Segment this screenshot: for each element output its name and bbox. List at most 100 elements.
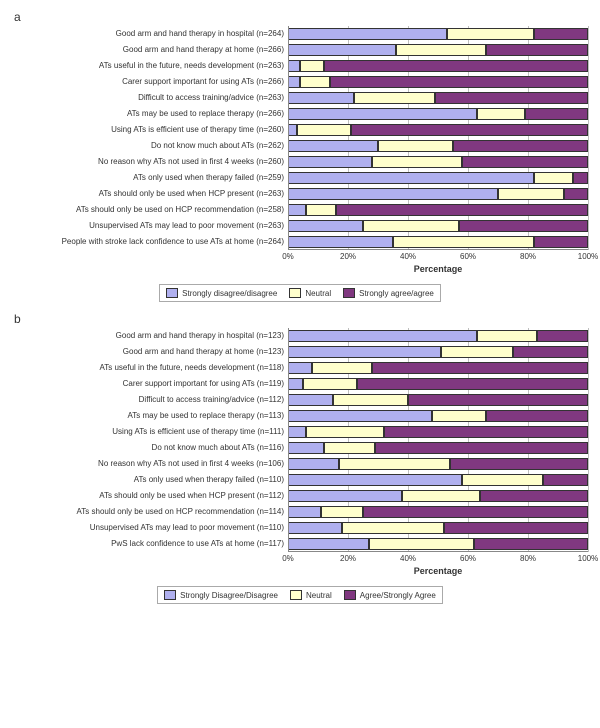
segment-agree bbox=[357, 378, 588, 390]
row-label: Good arm and hand therapy at home (n=266… bbox=[6, 44, 288, 56]
gridline bbox=[588, 26, 589, 250]
legend-b: Strongly Disagree/Disagree Neutral Agree/S… bbox=[157, 586, 443, 604]
segment-disagree bbox=[288, 458, 339, 470]
segment-disagree bbox=[288, 140, 378, 152]
plot-area bbox=[288, 328, 588, 552]
bar-row bbox=[288, 442, 588, 454]
segment-neutral bbox=[393, 236, 534, 248]
bar-row bbox=[288, 378, 588, 390]
segment-agree bbox=[543, 474, 588, 486]
tick-label: 40% bbox=[400, 554, 416, 563]
segment-neutral bbox=[462, 474, 543, 486]
bar-row bbox=[288, 330, 588, 342]
bar-row bbox=[288, 172, 588, 184]
segment-disagree bbox=[288, 330, 477, 342]
row-label: Unsupervised ATs may lead to poor moveme… bbox=[6, 220, 288, 232]
tick-label: 80% bbox=[520, 252, 536, 261]
segment-disagree bbox=[288, 44, 396, 56]
segment-neutral bbox=[297, 124, 351, 136]
row-label: ATs should only be used when HCP present… bbox=[6, 188, 288, 200]
segment-neutral bbox=[477, 108, 525, 120]
segment-neutral bbox=[300, 60, 324, 72]
segment-neutral bbox=[354, 92, 435, 104]
segment-agree bbox=[525, 108, 588, 120]
tick-label: 100% bbox=[578, 554, 598, 563]
bar-row bbox=[288, 204, 588, 216]
segment-agree bbox=[486, 44, 588, 56]
segment-agree bbox=[324, 60, 588, 72]
segment-agree bbox=[336, 204, 588, 216]
segment-neutral bbox=[534, 172, 573, 184]
row-label: ATs may be used to replace therapy (n=11… bbox=[6, 410, 288, 422]
bar-row bbox=[288, 474, 588, 486]
legend-item: Strongly Disagree/Disagree bbox=[164, 590, 278, 600]
legend-label: Neutral bbox=[306, 591, 332, 600]
segment-disagree bbox=[288, 204, 306, 216]
segment-agree bbox=[459, 220, 588, 232]
segment-neutral bbox=[396, 44, 486, 56]
segment-neutral bbox=[372, 156, 462, 168]
legend-swatch bbox=[289, 288, 301, 298]
segment-neutral bbox=[321, 506, 363, 518]
segment-disagree bbox=[288, 60, 300, 72]
bar-row bbox=[288, 490, 588, 502]
bar-row bbox=[288, 28, 588, 40]
row-label: Do not know much about ATs (n=116) bbox=[6, 442, 288, 454]
segment-disagree bbox=[288, 426, 306, 438]
segment-disagree bbox=[288, 474, 462, 486]
segment-neutral bbox=[324, 442, 375, 454]
segment-neutral bbox=[339, 458, 450, 470]
segment-neutral bbox=[432, 410, 486, 422]
legend-label: Strongly Disagree/Disagree bbox=[180, 591, 278, 600]
segment-disagree bbox=[288, 220, 363, 232]
segment-agree bbox=[384, 426, 588, 438]
tick-label: 60% bbox=[460, 554, 476, 563]
segment-agree bbox=[564, 188, 588, 200]
legend-swatch bbox=[343, 288, 355, 298]
row-label: Using ATs is efficient use of therapy ti… bbox=[6, 124, 288, 136]
segment-agree bbox=[573, 172, 588, 184]
chart-a: Good arm and hand therapy in hospital (n… bbox=[10, 26, 590, 278]
segment-agree bbox=[372, 362, 588, 374]
segment-agree bbox=[351, 124, 588, 136]
bar-row bbox=[288, 458, 588, 470]
bar-row bbox=[288, 362, 588, 374]
row-label: Carer support important for using ATs (n… bbox=[6, 378, 288, 390]
segment-neutral bbox=[369, 538, 474, 550]
segment-neutral bbox=[312, 362, 372, 374]
row-label: Difficult to access training/advice (n=2… bbox=[6, 92, 288, 104]
segment-disagree bbox=[288, 172, 534, 184]
legend-swatch bbox=[344, 590, 356, 600]
gridline bbox=[588, 328, 589, 552]
bar-row bbox=[288, 156, 588, 168]
segment-agree bbox=[408, 394, 588, 406]
row-label: ATs should only be used on HCP recommend… bbox=[6, 204, 288, 216]
segment-disagree bbox=[288, 362, 312, 374]
bar-row bbox=[288, 60, 588, 72]
tick-label: 40% bbox=[400, 252, 416, 261]
segment-disagree bbox=[288, 410, 432, 422]
segment-agree bbox=[375, 442, 588, 454]
segment-disagree bbox=[288, 522, 342, 534]
segment-disagree bbox=[288, 28, 447, 40]
tick-label: 60% bbox=[460, 252, 476, 261]
bar-row bbox=[288, 410, 588, 422]
legend-item: Neutral bbox=[290, 590, 332, 600]
bar-row bbox=[288, 538, 588, 550]
segment-neutral bbox=[306, 426, 384, 438]
row-label: ATs only used when therapy failed (n=259… bbox=[6, 172, 288, 184]
row-label: ATs only used when therapy failed (n=110… bbox=[6, 474, 288, 486]
tick-label: 20% bbox=[340, 554, 356, 563]
row-label: No reason why ATs not used in first 4 we… bbox=[6, 156, 288, 168]
row-label: Good arm and hand therapy in hospital (n… bbox=[6, 330, 288, 342]
segment-neutral bbox=[363, 220, 459, 232]
tick-label: 0% bbox=[282, 554, 294, 563]
segment-neutral bbox=[378, 140, 453, 152]
bar-row bbox=[288, 506, 588, 518]
legend-swatch bbox=[164, 590, 176, 600]
legend-label: Agree/Strongly Agree bbox=[360, 591, 436, 600]
tick-label: 80% bbox=[520, 554, 536, 563]
page: { "colors": { "disagree": "#b0b0ef", "ne… bbox=[0, 0, 600, 728]
bar-row bbox=[288, 124, 588, 136]
legend-label: Strongly agree/agree bbox=[359, 289, 434, 298]
